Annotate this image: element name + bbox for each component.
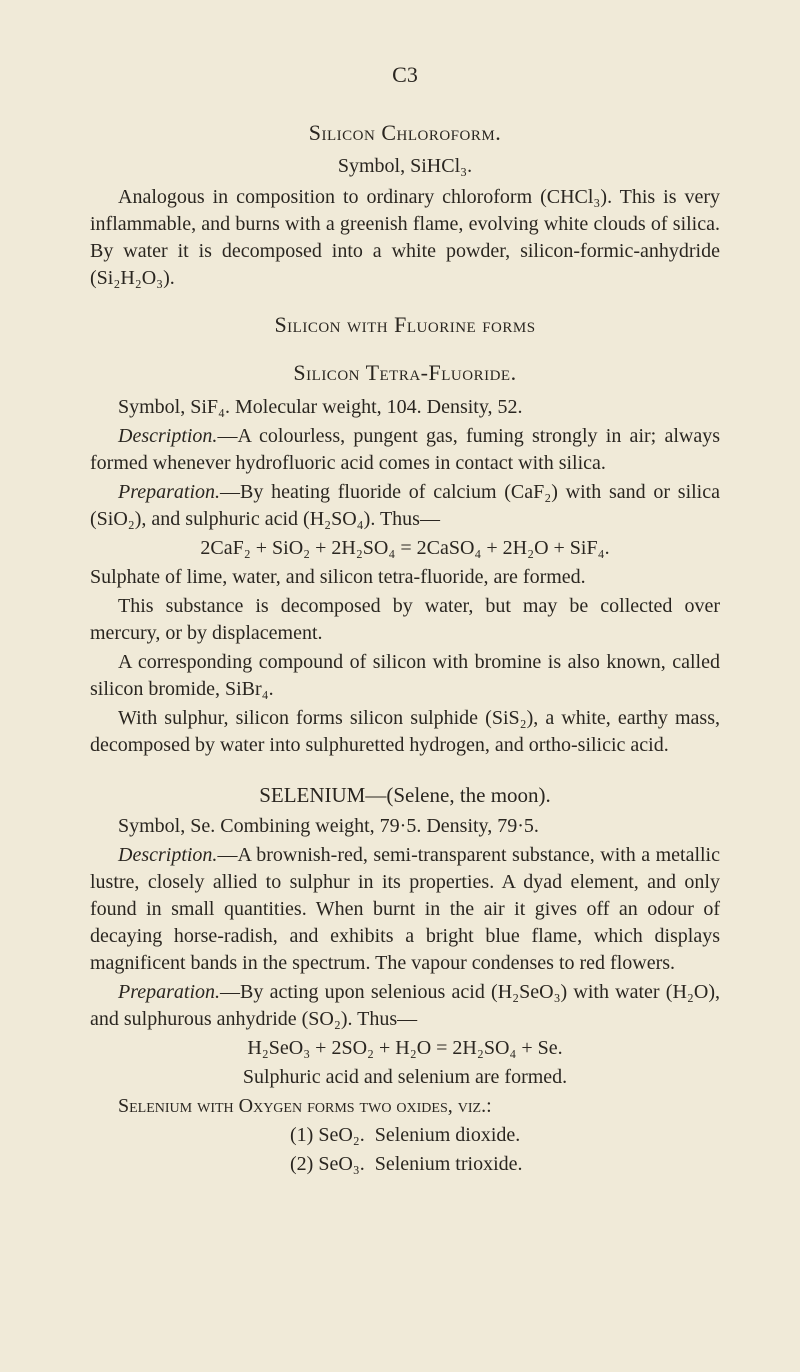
oxide-2-formula: SeO₃. (318, 1153, 364, 1175)
oxide-2-num: (2) (290, 1153, 313, 1175)
runin-description-se: Description. (118, 844, 217, 866)
para-s3-description: Description.—A brownish-red, semi-transp… (90, 842, 720, 977)
oxide-2-name: Selenium trioxide. (375, 1153, 523, 1175)
para-s2-description: Description.—A colourless, pungent gas, … (90, 423, 720, 477)
para-s2-preparation-a: Preparation.—By heating fluoride of calc… (90, 479, 720, 533)
oxide-1-num: (1) (290, 1124, 313, 1146)
oxide-1-formula: SeO₂. (318, 1124, 364, 1146)
section-title-silicon-chloroform: Silicon Chloroform. (90, 118, 720, 148)
para-s2-symbol: Symbol, SiF₄. Molecular weight, 104. Den… (90, 394, 720, 421)
para-s3-symbol: Symbol, Se. Combining weight, 79·5. Dens… (90, 813, 720, 840)
oxide-list-item-1: (1) SeO₂. Selenium dioxide. (290, 1122, 720, 1149)
para-s4-title: Selenium with Oxygen forms two oxides, v… (90, 1093, 720, 1120)
page: C3 Silicon Chloroform. Symbol, SiHCl₃. A… (0, 0, 800, 1372)
selenium-oxygen-heading: Selenium with Oxygen forms two oxides, v… (118, 1095, 492, 1117)
section-title-silicon-fluorine: Silicon with Fluorine forms (90, 310, 720, 340)
equation-se: H₂SeO₃ + 2SO₂ + H₂O = 2H₂SO₄ + Se. (90, 1035, 720, 1062)
symbol-line-sihcl3: Symbol, SiHCl₃. (90, 153, 720, 180)
runin-description: Description. (118, 425, 217, 447)
oxide-list-item-2: (2) SeO₃. Selenium trioxide. (290, 1151, 720, 1178)
para-s3-preparation-b: Sulphuric acid and selenium are formed. (90, 1064, 720, 1091)
runin-preparation: Preparation. (118, 481, 220, 503)
oxide-list: (1) SeO₂. Selenium dioxide. (2) SeO₃. Se… (290, 1122, 720, 1178)
para-s2-preparation-b: Sulphate of lime, water, and silicon tet… (90, 564, 720, 591)
para-s2-decomp: This substance is decomposed by water, b… (90, 593, 720, 647)
oxide-1-name: Selenium dioxide. (375, 1124, 521, 1146)
equation-sif4: 2CaF₂ + SiO₂ + 2H₂SO₄ = 2CaSO₄ + 2H₂O + … (90, 535, 720, 562)
para-s2-bromide: A corresponding compound of silicon with… (90, 649, 720, 703)
section-title-selenium: SELENIUM—(Selene, the moon). (90, 781, 720, 809)
para-s2-sulphide: With sulphur, silicon forms silicon sulp… (90, 705, 720, 759)
page-number: C3 (90, 60, 720, 90)
runin-preparation-se: Preparation. (118, 981, 220, 1003)
section-title-silicon-tetrafluoride: Silicon Tetra-Fluoride. (90, 358, 720, 388)
para-s1: Analogous in composition to ordinary chl… (90, 184, 720, 292)
para-s3-preparation-a: Preparation.—By acting upon selenious ac… (90, 979, 720, 1033)
